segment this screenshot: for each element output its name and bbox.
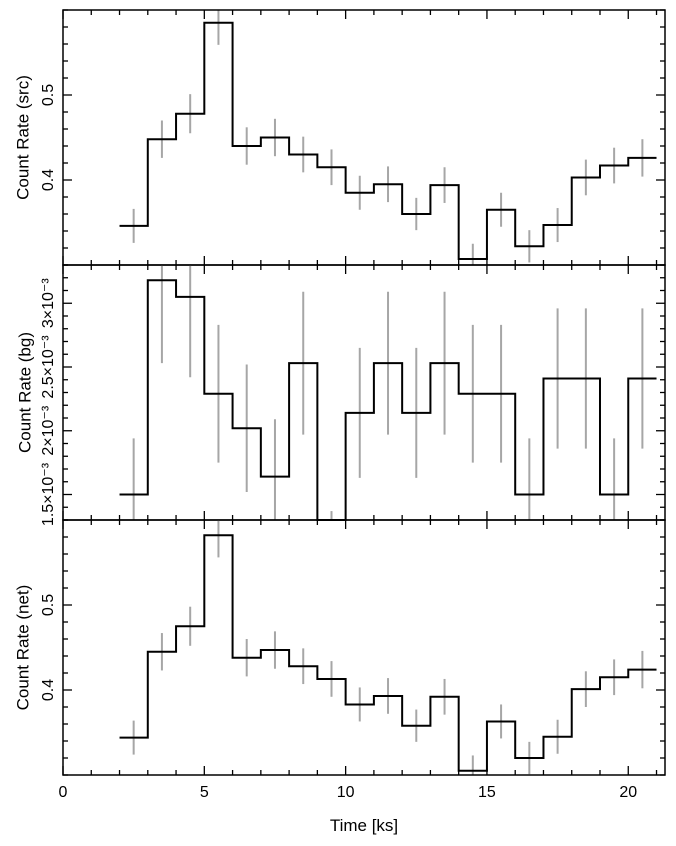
bg-ytick-label: 2×10⁻³ [40,405,57,455]
net-ytick-labels: 0.4 0.5 [40,594,57,701]
src-errorbars [132,10,644,265]
panel-bg: 1.5×10⁻³ 2×10⁻³ 2.5×10⁻³ 3×10⁻³ Count Rate … [15,264,666,526]
src-ytick-labels: 0.4 0.5 [40,84,57,191]
bg-ticks [62,264,665,521]
bg-ylabel: Count Rate (bg) [15,332,34,453]
src-ytick-label: 0.5 [40,84,57,106]
bg-ytick-labels: 1.5×10⁻³ 2×10⁻³ 2.5×10⁻³ 3×10⁻³ [40,278,57,526]
xtick-label: 0 [59,784,68,801]
xtick-label: 10 [337,784,355,801]
src-frame [62,9,666,266]
bg-step-line [119,279,657,521]
net-ytick-label: 0.4 [40,679,57,701]
xtick-label: 5 [200,784,209,801]
net-frame [62,519,666,776]
net-ylabel: Count Rate (net) [13,585,32,711]
panel-net: 0.4 0.5 0 5 10 15 20 Count Rate (net) Time [k… [13,519,666,835]
bg-errorbars [132,265,644,520]
src-ticks [62,9,665,266]
net-step-line [119,534,657,772]
net-ticks [62,519,665,776]
panel-src: 0.4 0.5 Count Rate (src) [13,9,666,266]
src-step-line [119,21,657,261]
x-axis-label: Time [ks] [330,816,398,835]
bg-ytick-label: 1.5×10⁻³ [40,462,57,526]
xtick-label: 15 [478,784,496,801]
xtick-label: 20 [619,784,637,801]
net-ytick-label: 0.5 [40,594,57,616]
src-ylabel: Count Rate (src) [13,75,32,200]
src-ytick-label: 0.4 [40,169,57,191]
net-xtick-labels: 0 5 10 15 20 [59,784,638,801]
bg-ytick-label: 3×10⁻³ [40,278,57,328]
bg-frame [62,264,666,521]
bg-ytick-label: 2.5×10⁻³ [40,335,57,399]
